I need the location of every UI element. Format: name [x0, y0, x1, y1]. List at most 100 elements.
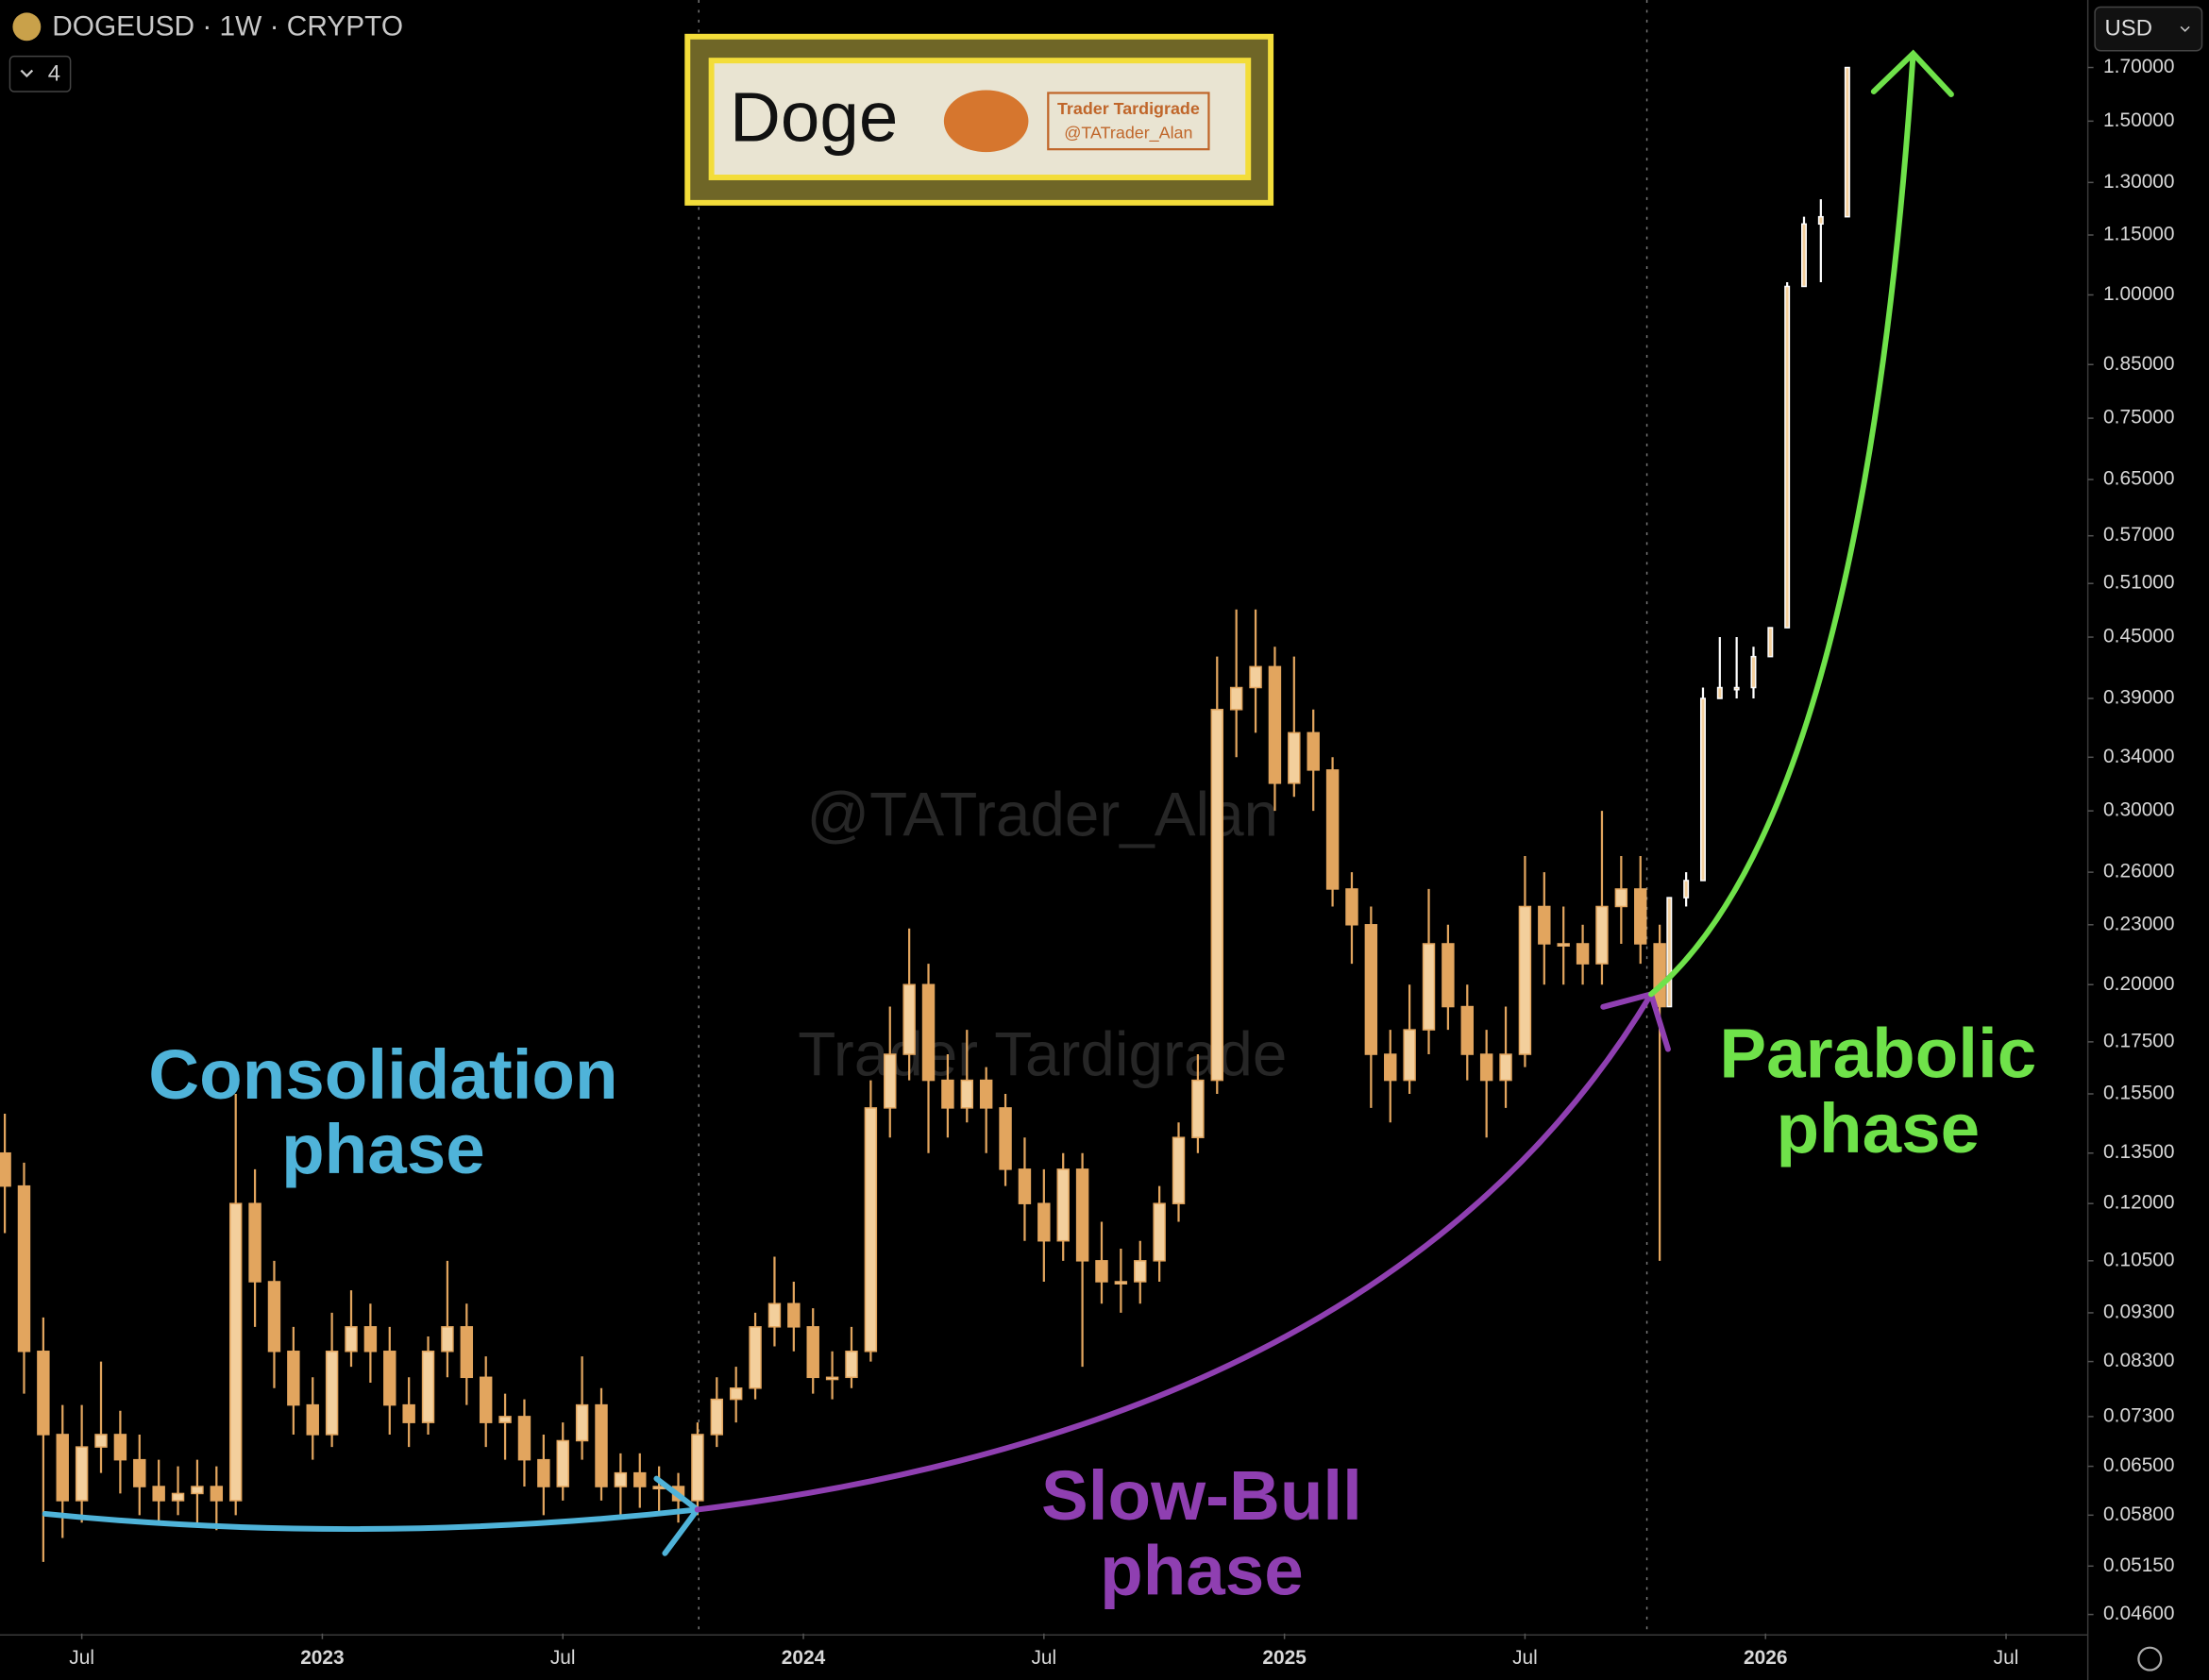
candle-body: [306, 1403, 319, 1436]
candle-body: [383, 1351, 396, 1406]
x-tick-label: Jul: [1994, 1647, 2019, 1669]
candle-body: [1114, 1281, 1128, 1285]
candle-body: [1460, 1005, 1474, 1055]
candle-body: [325, 1351, 339, 1436]
x-tick-label: Jul: [69, 1647, 94, 1669]
x-tick-label: 2025: [1262, 1647, 1307, 1669]
candle-body: [537, 1458, 550, 1487]
y-tick-label: 0.10500: [2103, 1249, 2174, 1270]
candle-body: [345, 1326, 358, 1352]
candle-body: [56, 1434, 69, 1502]
y-tick-label: 0.04600: [2103, 1603, 2174, 1624]
candle-body: [1817, 215, 1824, 226]
y-tick-label: 0.05800: [2103, 1504, 2174, 1525]
annotation: Slow-Bull: [1041, 1455, 1362, 1535]
candle-body: [17, 1184, 31, 1352]
candle-body: [1210, 709, 1224, 1082]
annotation: phase: [281, 1109, 485, 1188]
candle-body: [1403, 1029, 1416, 1082]
candle-body: [1191, 1079, 1205, 1138]
y-tick-label: 0.09300: [2103, 1301, 2174, 1322]
symbol-title[interactable]: DOGEUSD · 1W · CRYPTO: [52, 11, 403, 42]
candle-body: [614, 1471, 628, 1487]
candle-body: [1653, 943, 1666, 1008]
y-tick-label: 1.15000: [2103, 224, 2174, 245]
chevron: [2180, 25, 2190, 32]
candle-body: [402, 1403, 415, 1423]
candle-body: [191, 1486, 204, 1495]
y-tick-label: 1.70000: [2103, 56, 2174, 77]
y-tick-label: 0.26000: [2103, 861, 2174, 882]
y-tick-label: 0.05150: [2103, 1554, 2174, 1576]
candle-body: [1307, 731, 1320, 771]
x-tick-label: Jul: [1512, 1647, 1538, 1669]
candle-body: [1518, 905, 1532, 1055]
candle-body: [921, 983, 936, 1082]
candle-body: [960, 1079, 974, 1109]
candle-body: [1750, 655, 1757, 689]
annotation: phase: [1776, 1088, 1980, 1168]
y-tick-label: 0.12000: [2103, 1192, 2174, 1214]
x-tick-label: 2024: [782, 1647, 826, 1669]
watermark: Trader Tardigrade: [798, 1019, 1287, 1088]
y-tick-label: 0.17500: [2103, 1030, 2174, 1051]
candle-body: [691, 1434, 704, 1502]
candle-body: [884, 1053, 897, 1109]
logo-author: Trader Tardigrade: [1057, 99, 1200, 118]
candle-body: [1268, 665, 1282, 784]
y-tick-label: 0.07300: [2103, 1404, 2174, 1426]
candle-body: [1442, 943, 1455, 1008]
candle-body: [363, 1326, 378, 1352]
candle-body: [441, 1326, 454, 1352]
indicator-toggle[interactable]: [8, 55, 72, 92]
candle-body: [767, 1302, 782, 1328]
y-tick-label: 0.75000: [2103, 407, 2174, 428]
currency-label: USD: [2105, 16, 2152, 42]
y-tick-label: 0.13500: [2103, 1141, 2174, 1163]
candle-body: [902, 983, 916, 1055]
y-tick-label: 0.51000: [2103, 572, 2174, 594]
logo-handle: @TATrader_Alan: [1064, 123, 1192, 143]
candle-body: [787, 1302, 801, 1328]
candle-body: [0, 1151, 11, 1187]
annotation: phase: [1100, 1530, 1304, 1609]
candle-body: [1733, 686, 1740, 691]
candle-body: [1018, 1168, 1032, 1204]
candle-body: [1683, 880, 1690, 899]
candle-body: [1538, 905, 1551, 945]
logo-title: Doge: [730, 77, 898, 157]
candle-body: [94, 1434, 108, 1448]
candle-body: [1557, 943, 1570, 947]
y-tick-label: 0.34000: [2103, 746, 2174, 767]
y-tick-label: 0.23000: [2103, 913, 2174, 934]
candle-body: [941, 1079, 954, 1109]
candle-body: [1699, 697, 1706, 882]
candle-body: [1075, 1168, 1089, 1262]
candle-body: [1614, 888, 1628, 908]
y-tick-label: 0.15500: [2103, 1083, 2174, 1104]
y-tick-label: 0.45000: [2103, 626, 2174, 647]
candle-body: [1172, 1136, 1186, 1204]
candle-body: [1249, 665, 1262, 689]
y-tick-label: 0.85000: [2103, 353, 2174, 375]
y-tick-label: 1.00000: [2103, 283, 2174, 305]
candle-body: [1056, 1168, 1070, 1242]
candle-body: [1576, 943, 1590, 965]
candle-body: [1767, 627, 1774, 658]
x-tick-label: Jul: [1031, 1647, 1056, 1669]
x-tick-label: Jul: [550, 1647, 576, 1669]
candle-body: [228, 1202, 243, 1502]
candle-body: [729, 1387, 743, 1401]
candle-body: [575, 1403, 589, 1442]
candle-body: [287, 1351, 300, 1406]
settings-icon[interactable]: [2137, 1646, 2163, 1672]
currency-button[interactable]: [2094, 6, 2203, 52]
y-tick-label: 0.06500: [2103, 1454, 2174, 1476]
candle-body: [1716, 686, 1723, 699]
arrow: [1648, 49, 1954, 998]
candle-body: [749, 1326, 762, 1389]
candle-body: [633, 1471, 647, 1487]
candle-body: [421, 1351, 435, 1423]
